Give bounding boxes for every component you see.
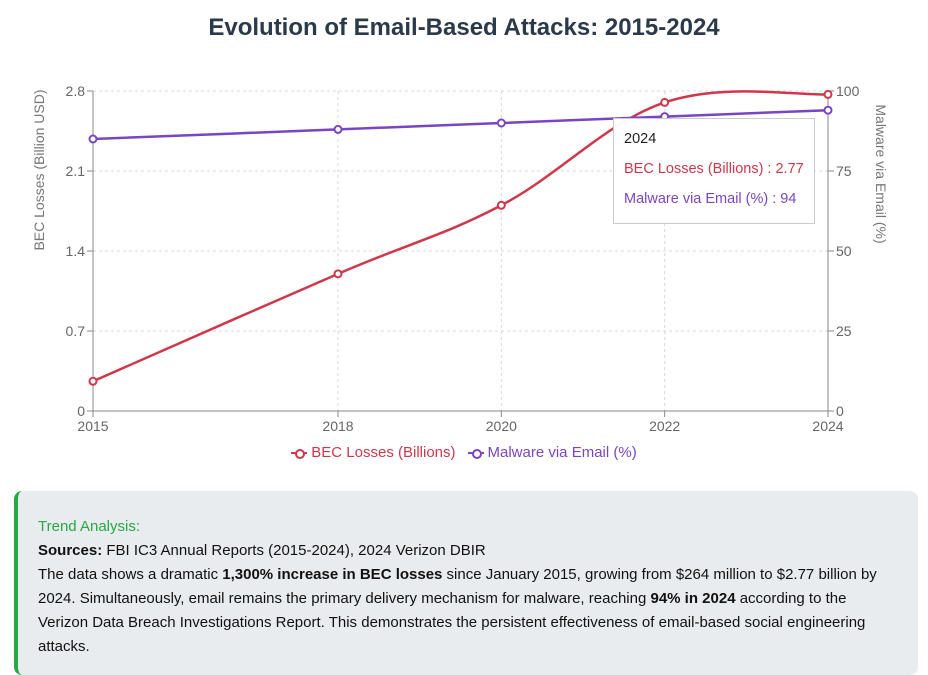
chart-tooltip: 2024 BEC Losses (Billions) : 2.77 Malwar… [613, 118, 815, 224]
data-point-malware [823, 105, 833, 115]
trend-analysis-panel: Trend Analysis: Sources: FBI IC3 Annual … [14, 491, 918, 675]
data-point-bec [823, 89, 833, 99]
y2-tick-label: 25 [836, 323, 852, 339]
line-marker-icon [291, 448, 308, 459]
y2-tick-label: 0 [836, 403, 844, 419]
analysis-text-3: according to the Verizon Data Breach Inv… [38, 590, 866, 655]
y2-tick-label: 75 [836, 163, 852, 179]
tooltip-title: 2024 [624, 131, 657, 147]
y-tick-label: 0 [77, 403, 85, 419]
data-point-bec [496, 200, 506, 210]
y2-tick-label: 100 [836, 83, 860, 99]
y2-tick-label: 50 [836, 243, 852, 259]
data-point-bec [333, 269, 343, 279]
chart-legend: BEC Losses (Billions) Malware via Email … [0, 444, 928, 461]
series-line-bec [92, 90, 829, 383]
axes [87, 90, 834, 417]
line-chart[interactable]: 0 0.7 1.4 2.1 2.8 0 25 50 75 100 2015 2018 2020 2022 2… [0, 60, 928, 440]
analysis-text-2: since January 2015, growing from $264 mi… [38, 566, 877, 607]
x-tick-label: 2015 [77, 418, 108, 434]
series-line-malware [92, 108, 829, 141]
sources-label: Sources: [38, 542, 103, 559]
analysis-body: The data shows a dramatic 1,300% increas… [38, 563, 900, 659]
data-point-malware [333, 124, 343, 134]
y-tick-label: 0.7 [66, 323, 86, 339]
series-lines [92, 90, 829, 383]
data-point-malware [88, 134, 98, 144]
analysis-text-1: The data shows a dramatic [38, 566, 223, 583]
legend-label-bec: BEC Losses (Billions) [311, 444, 456, 461]
x-tick-label: 2024 [812, 418, 843, 434]
legend-item-bec[interactable]: BEC Losses (Billions) [291, 444, 456, 461]
tooltip-malware: Malware via Email (%) : 94 [624, 191, 797, 207]
sources-text: FBI IC3 Annual Reports (2015-2024), 2024… [102, 542, 486, 559]
x-tick-label: 2018 [322, 418, 353, 434]
y2-axis-title: Malware via Email (%) [873, 104, 889, 243]
y-tick-label: 1.4 [66, 243, 86, 259]
y-tick-label: 2.8 [66, 83, 86, 99]
legend-label-malware: Malware via Email (%) [487, 444, 637, 461]
y-tick-label: 2.1 [66, 163, 86, 179]
analysis-heading: Trend Analysis: [38, 518, 140, 535]
y-axis-title: BEC Losses (Billion USD) [31, 89, 47, 250]
analysis-bold-1: 1,300% increase in BEC losses [222, 566, 443, 583]
tick-labels: 0 0.7 1.4 2.1 2.8 0 25 50 75 100 2015 2018 2020 2022 2… [66, 83, 860, 434]
analysis-sources: Sources: FBI IC3 Annual Reports (2015-20… [38, 539, 900, 563]
analysis-bold-2: 94% in 2024 [650, 590, 736, 607]
x-tick-label: 2020 [486, 418, 517, 434]
tooltip-bec: BEC Losses (Billions) : 2.77 [624, 161, 804, 177]
x-tick-label: 2022 [649, 418, 680, 434]
chart-title: Evolution of Email-Based Attacks: 2015-2… [208, 14, 720, 41]
data-point-malware [496, 118, 506, 128]
line-marker-icon [467, 448, 484, 459]
legend-item-malware[interactable]: Malware via Email (%) [467, 444, 637, 461]
data-point-bec [660, 97, 670, 107]
grid-lines [93, 90, 828, 411]
data-point-bec [88, 376, 98, 386]
